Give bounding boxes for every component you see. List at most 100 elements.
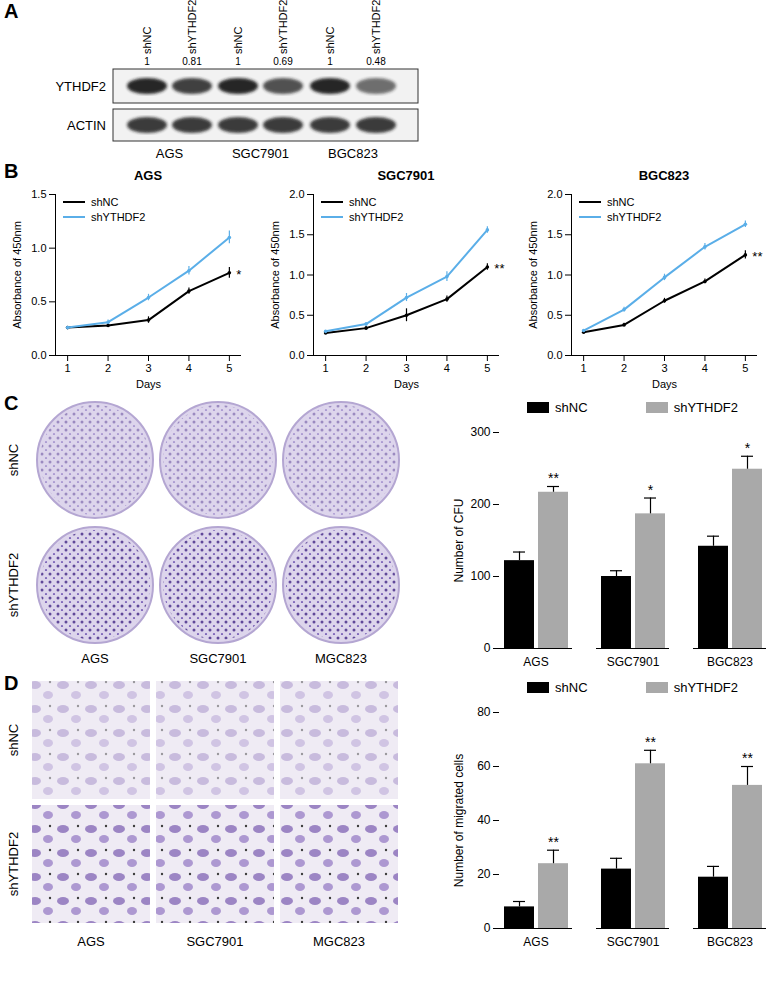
svg-text:ACTIN: ACTIN bbox=[67, 118, 106, 133]
svg-text:BGC823: BGC823 bbox=[707, 655, 753, 669]
svg-text:5: 5 bbox=[484, 362, 490, 374]
svg-text:1.5: 1.5 bbox=[31, 188, 46, 200]
svg-text:1: 1 bbox=[235, 56, 241, 67]
svg-text:shNC: shNC bbox=[6, 444, 21, 477]
html-text:SGC7901: SGC7901 bbox=[377, 168, 435, 183]
svg-text:1.5: 1.5 bbox=[547, 228, 562, 240]
svg-text:3: 3 bbox=[661, 362, 667, 374]
svg-text:shYTHDF2: shYTHDF2 bbox=[6, 832, 21, 896]
svg-text:shYTHDF2: shYTHDF2 bbox=[186, 0, 198, 54]
svg-text:0.48: 0.48 bbox=[366, 56, 386, 67]
svg-text:60: 60 bbox=[477, 759, 491, 773]
svg-text:1: 1 bbox=[327, 56, 333, 67]
svg-text:shYTHDF2: shYTHDF2 bbox=[277, 0, 289, 54]
svg-text:AGS: AGS bbox=[523, 935, 548, 949]
svg-text:**: ** bbox=[645, 734, 656, 750]
svg-text:3: 3 bbox=[403, 362, 409, 374]
svg-text:1.0: 1.0 bbox=[547, 269, 562, 281]
svg-text:Days: Days bbox=[394, 378, 420, 390]
svg-text:2: 2 bbox=[363, 362, 369, 374]
svg-text:300: 300 bbox=[470, 425, 490, 439]
svg-text:SGC7901: SGC7901 bbox=[189, 651, 246, 666]
svg-text:*: * bbox=[648, 482, 654, 498]
svg-text:200: 200 bbox=[470, 497, 490, 511]
svg-text:SGC7901: SGC7901 bbox=[607, 655, 660, 669]
svg-text:0.5: 0.5 bbox=[289, 309, 304, 321]
svg-text:BGC823: BGC823 bbox=[328, 146, 378, 161]
svg-text:1.5: 1.5 bbox=[289, 228, 304, 240]
svg-text:0.5: 0.5 bbox=[547, 309, 562, 321]
svg-text:Absorbance of 450nm: Absorbance of 450nm bbox=[11, 221, 23, 329]
svg-text:Absorbance of 450nm: Absorbance of 450nm bbox=[527, 221, 539, 329]
svg-text:2: 2 bbox=[621, 362, 627, 374]
svg-text:shNC: shNC bbox=[232, 26, 244, 54]
svg-text:2.0: 2.0 bbox=[289, 188, 304, 200]
html-text:shNC: shNC bbox=[555, 400, 588, 415]
svg-text:100: 100 bbox=[470, 569, 490, 583]
svg-text:SGC7901: SGC7901 bbox=[186, 934, 243, 949]
svg-text:MGC823: MGC823 bbox=[313, 934, 365, 949]
svg-text:0: 0 bbox=[484, 641, 491, 655]
svg-text:80: 80 bbox=[477, 705, 491, 719]
svg-text:5: 5 bbox=[742, 362, 748, 374]
html-text:shNC: shNC bbox=[91, 195, 119, 208]
svg-text:Number of migrated cells: Number of migrated cells bbox=[452, 754, 466, 887]
html-text:BGC823: BGC823 bbox=[638, 168, 690, 183]
svg-text:0.0: 0.0 bbox=[31, 349, 46, 361]
svg-text:2.0: 2.0 bbox=[547, 188, 562, 200]
svg-text:AGS: AGS bbox=[81, 651, 109, 666]
html-text:C: C bbox=[4, 392, 19, 414]
svg-text:*: * bbox=[236, 267, 241, 282]
svg-text:shNC: shNC bbox=[324, 26, 336, 54]
svg-text:YTHDF2: YTHDF2 bbox=[55, 79, 106, 94]
svg-text:BGC823: BGC823 bbox=[707, 935, 753, 949]
svg-text:1: 1 bbox=[581, 362, 587, 374]
svg-text:shYTHDF2: shYTHDF2 bbox=[370, 0, 382, 54]
svg-text:SGC7901: SGC7901 bbox=[607, 935, 660, 949]
html-text:B: B bbox=[4, 160, 19, 182]
svg-text:4: 4 bbox=[186, 362, 192, 374]
svg-text:SGC7901: SGC7901 bbox=[232, 146, 289, 161]
svg-text:1: 1 bbox=[65, 362, 71, 374]
svg-text:1: 1 bbox=[144, 56, 150, 67]
svg-text:MGC823: MGC823 bbox=[315, 651, 367, 666]
svg-text:Days: Days bbox=[136, 378, 162, 390]
svg-text:0.69: 0.69 bbox=[273, 56, 293, 67]
svg-text:0.0: 0.0 bbox=[289, 349, 304, 361]
svg-text:Days: Days bbox=[652, 378, 678, 390]
svg-text:**: ** bbox=[494, 261, 504, 276]
svg-text:0: 0 bbox=[484, 921, 491, 935]
svg-text:1.0: 1.0 bbox=[289, 269, 304, 281]
html-text:shYTHDF2: shYTHDF2 bbox=[673, 400, 738, 415]
svg-text:4: 4 bbox=[444, 362, 450, 374]
html-text:shYTHDF2: shYTHDF2 bbox=[673, 680, 738, 695]
svg-text:Absorbance of 450nm: Absorbance of 450nm bbox=[269, 221, 281, 329]
html-text:A: A bbox=[4, 0, 19, 22]
svg-text:40: 40 bbox=[477, 813, 491, 827]
svg-text:5: 5 bbox=[226, 362, 232, 374]
svg-text:shNC: shNC bbox=[141, 26, 153, 54]
svg-text:**: ** bbox=[548, 834, 559, 850]
svg-text:**: ** bbox=[548, 470, 559, 486]
svg-text:AGS: AGS bbox=[523, 655, 548, 669]
svg-text:**: ** bbox=[752, 249, 762, 264]
svg-text:3: 3 bbox=[145, 362, 151, 374]
svg-text:1: 1 bbox=[323, 362, 329, 374]
svg-text:0.5: 0.5 bbox=[31, 295, 46, 307]
html-text:shNC: shNC bbox=[555, 680, 588, 695]
svg-text:AGS: AGS bbox=[156, 146, 184, 161]
svg-text:4: 4 bbox=[702, 362, 708, 374]
svg-text:**: ** bbox=[742, 750, 753, 766]
html-text:D: D bbox=[4, 672, 19, 694]
svg-text:shNC: shNC bbox=[6, 724, 21, 757]
svg-text:0.0: 0.0 bbox=[547, 349, 562, 361]
svg-text:AGS: AGS bbox=[77, 934, 105, 949]
svg-text:20: 20 bbox=[477, 867, 491, 881]
svg-text:shYTHDF2: shYTHDF2 bbox=[6, 553, 21, 617]
svg-text:*: * bbox=[745, 440, 751, 456]
svg-text:1.0: 1.0 bbox=[31, 242, 46, 254]
html-text:AGS: AGS bbox=[133, 168, 163, 183]
svg-text:Number of CFU: Number of CFU bbox=[452, 498, 466, 582]
svg-text:0.81: 0.81 bbox=[182, 56, 202, 67]
svg-text:2: 2 bbox=[105, 362, 111, 374]
